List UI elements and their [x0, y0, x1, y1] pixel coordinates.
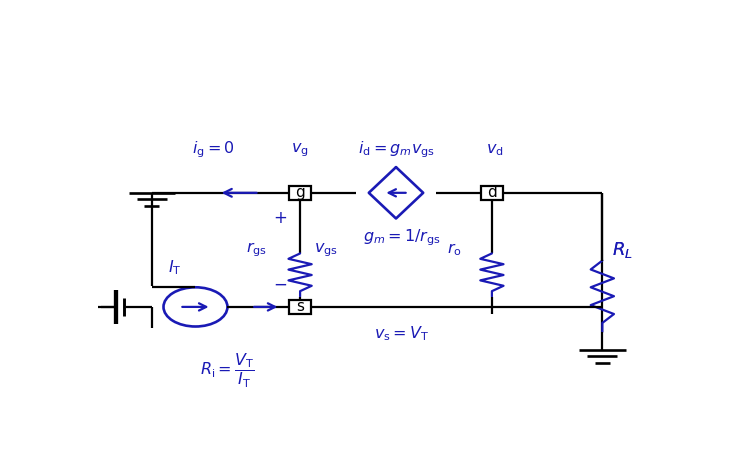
- Text: $I_{\mathrm{T}}$: $I_{\mathrm{T}}$: [168, 258, 182, 277]
- FancyBboxPatch shape: [289, 186, 311, 200]
- FancyBboxPatch shape: [289, 300, 311, 313]
- Text: $r_{\mathrm{gs}}$: $r_{\mathrm{gs}}$: [246, 241, 267, 259]
- FancyBboxPatch shape: [481, 186, 503, 200]
- Text: d: d: [487, 185, 496, 200]
- Text: $v_{\mathrm{g}}$: $v_{\mathrm{g}}$: [291, 141, 309, 159]
- Text: $v_{\mathrm{gs}}$: $v_{\mathrm{gs}}$: [314, 241, 338, 259]
- Text: $i_{\mathrm{d}} = g_m v_{\mathrm{gs}}$: $i_{\mathrm{d}} = g_m v_{\mathrm{gs}}$: [358, 140, 434, 160]
- Text: s: s: [296, 300, 304, 314]
- Text: $g_m = 1/r_{\mathrm{gs}}$: $g_m = 1/r_{\mathrm{gs}}$: [363, 227, 441, 248]
- Text: $v_{\mathrm{d}}$: $v_{\mathrm{d}}$: [486, 142, 503, 158]
- Text: g: g: [296, 185, 305, 200]
- Text: $r_{\mathrm{o}}$: $r_{\mathrm{o}}$: [447, 242, 461, 258]
- Text: $R_{\mathrm{i}} = \dfrac{V_{\mathrm{T}}}{I_{\mathrm{T}}}$: $R_{\mathrm{i}} = \dfrac{V_{\mathrm{T}}}…: [200, 352, 255, 390]
- Text: $v_{\mathrm{s}} = V_{\mathrm{T}}$: $v_{\mathrm{s}} = V_{\mathrm{T}}$: [374, 324, 430, 343]
- Text: $-$: $-$: [273, 275, 286, 293]
- Text: $i_{\mathrm{g}} = 0$: $i_{\mathrm{g}} = 0$: [191, 140, 234, 160]
- Text: $+$: $+$: [273, 209, 286, 227]
- Text: $R_L$: $R_L$: [612, 240, 633, 260]
- Text: $R_L$: $R_L$: [612, 240, 633, 260]
